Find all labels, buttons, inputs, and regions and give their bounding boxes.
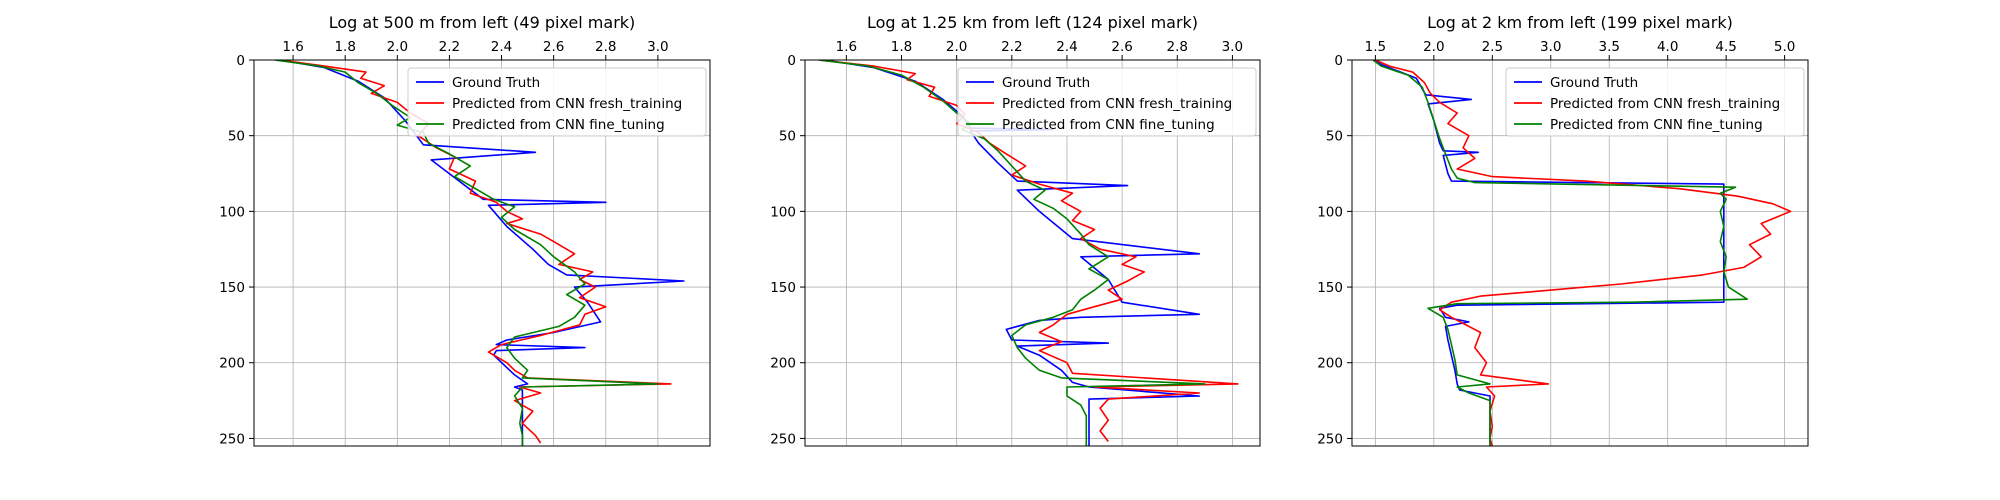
legend: Ground Truth Predicted from CNN fresh_tra… <box>957 67 1257 137</box>
series-group <box>1372 60 1792 446</box>
y-tick-label: 150 <box>770 280 796 296</box>
y-tick-label: 100 <box>770 204 796 220</box>
x-tick-label: 1.6 <box>282 39 303 55</box>
series-line-1 <box>1374 60 1725 446</box>
y-tick-label: 150 <box>1317 280 1343 296</box>
axes-frame <box>253 59 711 447</box>
chart-title: Log at 2 km from left (199 pixel mark) <box>1427 13 1733 32</box>
x-tick-label: 2.4 <box>491 39 512 55</box>
chart-panel-1: 1.6 1.8 2.0 2.2 2.4 2.6 2.8 3.0 0 50 100 150 200 250 L… <box>219 13 711 447</box>
legend-box <box>957 67 1257 137</box>
legend-label: Predicted from CNN fine_tuning <box>1002 117 1215 133</box>
x-tick-label: 2.4 <box>1056 39 1077 55</box>
x-tick-label: 2.2 <box>1001 39 1022 55</box>
y-tick-label: 250 <box>770 431 796 447</box>
y-tick-label: 100 <box>219 204 245 220</box>
x-tick-label: 2.0 <box>387 39 408 55</box>
legend-label: Ground Truth <box>1550 75 1638 91</box>
legend-label: Predicted from CNN fresh_training <box>1550 96 1780 112</box>
y-tick-label: 50 <box>228 129 245 145</box>
legend-label: Predicted from CNN fresh_training <box>1002 96 1232 112</box>
x-tick-label: 2.0 <box>1423 39 1444 55</box>
y-tick-label: 0 <box>787 53 796 69</box>
x-tick-label: 2.6 <box>543 39 564 55</box>
series-line-2 <box>1375 60 1792 446</box>
y-tick-label: 50 <box>1326 129 1343 145</box>
x-tick-label: 3.0 <box>1222 39 1243 55</box>
y-tick-label: 250 <box>1317 431 1343 447</box>
x-tick-label: 3.0 <box>1540 39 1561 55</box>
x-tick-label: 2.6 <box>1111 39 1132 55</box>
x-tick-label: 2.2 <box>439 39 460 55</box>
chart-panel-2: 1.6 1.8 2.0 2.2 2.4 2.6 2.8 3.0 0 50 100 150 200 250 L… <box>770 13 1261 447</box>
x-tick-label: 4.0 <box>1657 39 1678 55</box>
y-tick-label: 200 <box>1317 356 1343 372</box>
chart-title: Log at 500 m from left (49 pixel mark) <box>329 13 636 32</box>
x-tick-label: 2.5 <box>1482 39 1503 55</box>
y-tick-label: 250 <box>219 431 245 447</box>
x-tick-label: 2.0 <box>946 39 967 55</box>
x-tick-label: 1.8 <box>891 39 912 55</box>
legend-label: Ground Truth <box>452 75 540 91</box>
x-tick-label: 1.8 <box>334 39 355 55</box>
chart-title: Log at 1.25 km from left (124 pixel mark… <box>867 13 1198 32</box>
legend-label: Ground Truth <box>1002 75 1090 91</box>
legend: Ground Truth Predicted from CNN fresh_tra… <box>1505 67 1805 137</box>
y-tick-label: 150 <box>219 280 245 296</box>
y-tick-label: 200 <box>770 356 796 372</box>
x-tick-label: 3.5 <box>1598 39 1619 55</box>
series-line-3 <box>1372 60 1748 446</box>
x-tick-label: 2.8 <box>595 39 616 55</box>
axes-frame <box>1351 59 1809 447</box>
legend-label: Predicted from CNN fresh_training <box>452 96 682 112</box>
legend-box <box>407 67 707 137</box>
y-tick-label: 100 <box>1317 204 1343 220</box>
x-tick-label: 5.0 <box>1774 39 1795 55</box>
x-tick-label: 4.5 <box>1715 39 1736 55</box>
chart-panel-3: 1.5 2.0 2.5 3.0 3.5 4.0 4.5 5.0 0 50 100 150 200 250 L… <box>1317 13 1809 447</box>
legend-box <box>1505 67 1805 137</box>
legend: Ground Truth Predicted from CNN fresh_tra… <box>407 67 707 137</box>
x-tick-label: 2.8 <box>1167 39 1188 55</box>
legend-label: Predicted from CNN fine_tuning <box>1550 117 1763 133</box>
x-tick-label: 1.5 <box>1365 39 1386 55</box>
y-tick-label: 200 <box>219 356 245 372</box>
y-tick-label: 0 <box>1334 53 1343 69</box>
x-tick-label: 3.0 <box>647 39 668 55</box>
y-tick-label: 50 <box>779 129 796 145</box>
y-tick-label: 0 <box>236 53 245 69</box>
x-tick-label: 1.6 <box>836 39 857 55</box>
legend-label: Predicted from CNN fine_tuning <box>452 117 665 133</box>
axes-frame <box>804 59 1261 447</box>
